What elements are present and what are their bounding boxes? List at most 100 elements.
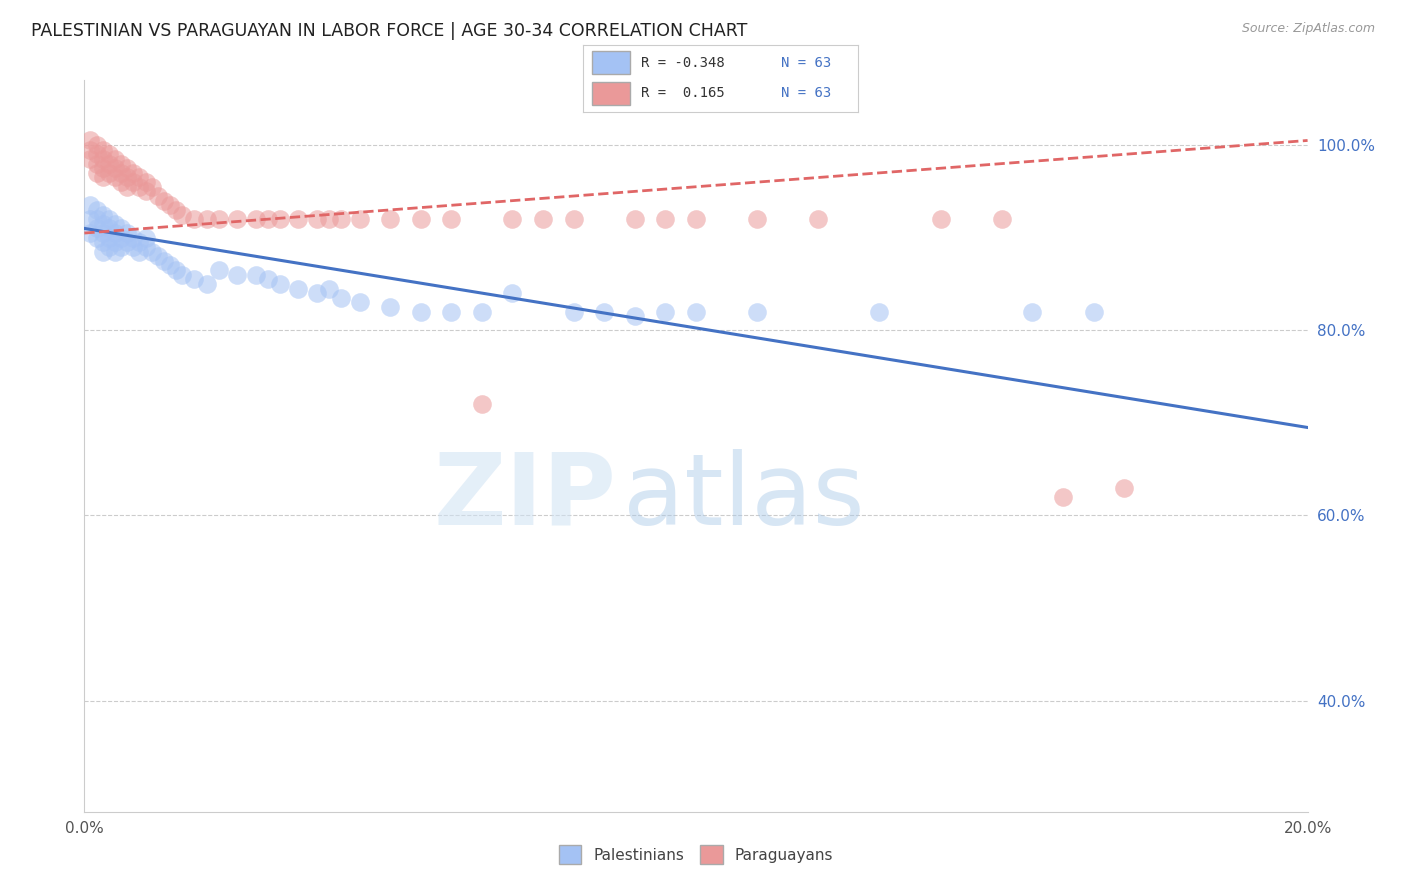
Point [159,259,181,273]
Point [135,240,157,254]
Point [562,304,585,318]
Point [115,235,138,250]
Point [305,212,328,227]
Point [128,170,150,185]
Point [128,244,150,259]
Point [122,230,145,244]
Point [97,156,120,170]
Point [91,208,114,222]
Point [624,310,647,324]
Point [104,152,127,166]
Point [1114,481,1136,495]
Point [208,263,231,277]
Point [624,212,647,227]
Text: PALESTINIAN VS PARAGUAYAN IN LABOR FORCE | AGE 30-34 CORRELATION CHART: PALESTINIAN VS PARAGUAYAN IN LABOR FORCE… [31,22,748,40]
Point [531,212,554,227]
Point [79,152,101,166]
Point [245,212,267,227]
Point [128,235,150,250]
Point [245,268,267,282]
Point [79,133,101,147]
Point [104,244,127,259]
Point [97,166,120,180]
Text: Source: ZipAtlas.com: Source: ZipAtlas.com [1241,22,1375,36]
Point [110,240,132,254]
Point [115,226,138,240]
FancyBboxPatch shape [592,51,630,74]
Point [91,161,114,176]
Point [110,156,132,170]
Point [183,212,205,227]
Point [807,212,830,227]
Point [208,212,231,227]
Point [146,249,169,263]
Point [165,202,187,217]
Point [172,208,194,222]
Point [747,212,769,227]
Point [104,161,127,176]
Point [562,212,585,227]
Point [86,230,108,244]
Point [122,166,145,180]
Point [86,147,108,161]
Point [104,170,127,185]
Point [86,202,108,217]
Point [91,152,114,166]
Point [104,217,127,231]
Text: R =  0.165: R = 0.165 [641,87,725,101]
Point [318,212,340,227]
Point [195,277,218,291]
Point [409,212,432,227]
Point [146,189,169,203]
Legend: Palestinians, Paraguayans: Palestinians, Paraguayans [553,839,839,870]
Point [122,175,145,189]
Point [330,291,353,305]
Point [97,221,120,235]
Point [159,198,181,212]
Point [349,295,371,310]
Point [97,230,120,244]
Point [593,304,616,318]
Point [471,304,494,318]
Point [141,244,163,259]
Point [135,175,157,189]
Point [269,277,291,291]
Point [153,194,176,208]
Point [654,212,676,227]
Text: N = 63: N = 63 [780,55,831,70]
Point [685,304,707,318]
Point [115,179,138,194]
Point [502,212,524,227]
Point [128,179,150,194]
Point [1052,490,1074,504]
Point [79,143,101,157]
Point [153,253,176,268]
Point [330,212,353,227]
Point [91,217,114,231]
Point [172,268,194,282]
Point [91,244,114,259]
Point [86,221,108,235]
Point [502,286,524,301]
Point [110,166,132,180]
Point [135,230,157,244]
Point [110,230,132,244]
Point [135,185,157,199]
Text: R = -0.348: R = -0.348 [641,55,725,70]
Point [1021,304,1043,318]
Point [91,235,114,250]
Point [110,175,132,189]
Point [269,212,291,227]
Point [380,300,402,314]
Point [654,304,676,318]
Point [257,272,280,286]
Point [79,212,101,227]
Point [287,212,309,227]
Point [86,156,108,170]
Point [226,212,249,227]
Point [97,240,120,254]
Point [91,170,114,185]
Point [869,304,891,318]
Point [349,212,371,227]
Point [380,212,402,227]
